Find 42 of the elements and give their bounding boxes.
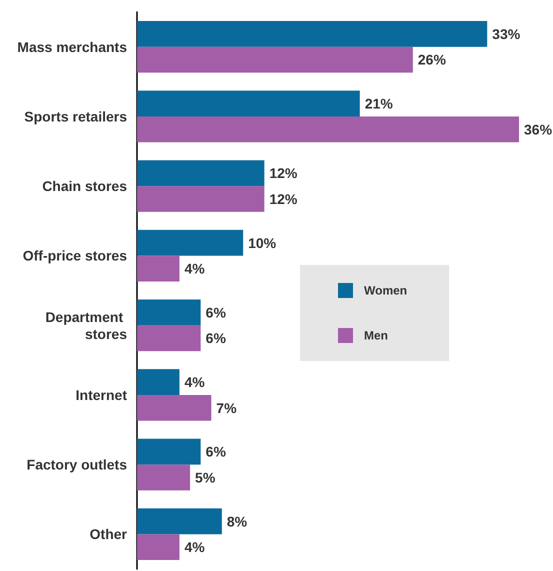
data-label: 12%: [269, 165, 298, 182]
bar: [137, 256, 180, 282]
data-label: 4%: [184, 539, 206, 556]
y-tick-label: Internet: [76, 386, 128, 403]
bar: [137, 300, 201, 326]
y-tick-label: Factory outlets: [26, 456, 128, 473]
data-label: 26%: [418, 52, 446, 68]
legend-label: Men: [364, 328, 388, 342]
y-tick-label: Department stores: [45, 308, 128, 342]
data-label: 10%: [248, 234, 277, 251]
data-label: 7%: [216, 400, 238, 416]
data-label: 21%: [364, 96, 394, 112]
legend-label: Women: [364, 284, 408, 298]
data-label: 6%: [206, 330, 226, 346]
bar: [137, 325, 201, 352]
data-label: 6%: [206, 444, 226, 460]
data-label: 8%: [226, 513, 248, 530]
y-tick-label: Mass merchants: [17, 38, 128, 55]
y-tick-label: Off-price stores: [22, 248, 128, 264]
bar: [137, 508, 222, 534]
data-label: 12%: [269, 190, 298, 207]
bar: [137, 90, 360, 116]
bar: [137, 464, 190, 490]
bar: [137, 369, 180, 395]
data-label: 5%: [195, 469, 216, 486]
bar: [137, 186, 264, 212]
y-tick-label: Other: [90, 526, 128, 542]
data-label: 4%: [184, 260, 206, 277]
data-label: 6%: [206, 304, 226, 320]
bar: [137, 46, 413, 73]
bar: [137, 160, 264, 186]
y-tick-label: Sports retailers: [24, 108, 128, 124]
bar: [137, 116, 519, 142]
bar: [137, 21, 488, 47]
bar: [137, 230, 244, 256]
data-label: 33%: [492, 26, 521, 42]
y-tick-label: Chain stores: [42, 178, 128, 194]
data-label: 36%: [524, 121, 553, 138]
bar: [137, 438, 201, 465]
bar: [137, 394, 212, 421]
data-label: 4%: [184, 374, 206, 390]
bar: [137, 534, 180, 560]
